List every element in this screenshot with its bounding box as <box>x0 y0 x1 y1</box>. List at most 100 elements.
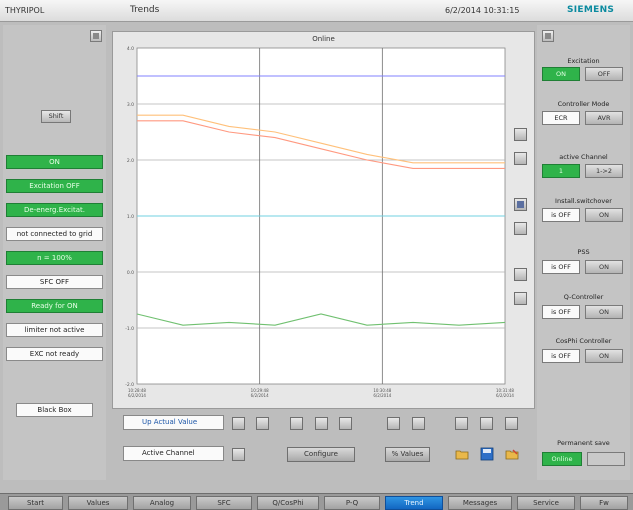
page-title: Trends <box>130 5 160 15</box>
black-box-button[interactable]: Black Box <box>16 403 93 417</box>
status-ready: Ready for ON <box>6 299 103 313</box>
nav-start[interactable]: Start <box>8 496 63 510</box>
nav-messages[interactable]: Messages <box>448 496 512 510</box>
status-on: ON <box>6 155 103 169</box>
zoom-y-icon[interactable] <box>315 417 328 430</box>
controller-mode-value: ECR <box>542 111 580 125</box>
active-channel-button[interactable]: 1->2 <box>585 164 623 178</box>
title-bar: THYRIPOL Trends 6/2/2014 10:31:15 SIEMEN… <box>0 0 633 22</box>
x-tick-label: 10:31:48 <box>496 388 514 393</box>
excitation-label: Excitation <box>567 57 600 65</box>
shift-button[interactable]: Shift <box>41 110 71 123</box>
dropdown-icon-1[interactable] <box>232 417 245 430</box>
cosphi-label: CosPhi Controller <box>555 337 612 345</box>
controller-mode-label: Controller Mode <box>557 100 610 108</box>
series-line-2 <box>137 114 505 164</box>
permanent-save-button[interactable] <box>587 452 625 466</box>
chart-tool-button-2[interactable] <box>514 152 527 165</box>
bottom-navigation: Start Values Analog SFC Q/CosPhi P-Q Tre… <box>0 493 633 510</box>
cosphi-button[interactable]: ON <box>585 349 623 363</box>
excitation-on-button[interactable]: ON <box>542 67 580 81</box>
chart-tool-button-1[interactable] <box>514 128 527 141</box>
pss-value: is OFF <box>542 260 580 274</box>
nav-p-q[interactable]: P-Q <box>324 496 380 510</box>
nav-sfc[interactable]: SFC <box>196 496 252 510</box>
pen-color-icon[interactable] <box>256 417 269 430</box>
status-sfc: SFC OFF <box>6 275 103 289</box>
folder-open-icon[interactable] <box>455 447 469 461</box>
chart-tool-button-4[interactable] <box>514 222 527 235</box>
y-tick-label: 0.0 <box>127 270 134 276</box>
cosphi-value: is OFF <box>542 349 580 363</box>
trend-signal-select-1[interactable]: Up Actual Value <box>123 415 224 430</box>
status-exc: EXC not ready <box>6 347 103 361</box>
trend-chart: Online 4.0 3.0 2.0 1.0 0.0 -1.0 -2.0 10:28:48 6/… <box>112 31 535 409</box>
switchover-label: Install.switchover <box>555 197 612 205</box>
status-deenergize: De-energ.Excitat. <box>6 203 103 217</box>
nav-analog[interactable]: Analog <box>133 496 191 510</box>
status-grid: not connected to grid <box>6 227 103 241</box>
nav-fw[interactable]: Fw <box>580 496 628 510</box>
q-controller-value: is OFF <box>542 305 580 319</box>
trend-signal-select-2[interactable]: Active Channel <box>123 446 224 461</box>
pss-label: PSS <box>577 248 590 256</box>
series-line-5 <box>136 313 506 326</box>
y-tick-label: -2.0 <box>125 382 134 388</box>
x-tick-label: 6/2/2014 <box>496 393 514 398</box>
siemens-logo: SIEMENS <box>567 5 615 15</box>
scroll-right-icon[interactable] <box>412 417 425 430</box>
excitation-off-button[interactable]: OFF <box>585 67 623 81</box>
save-icon[interactable] <box>480 447 494 461</box>
q-controller-label: Q-Controller <box>563 293 604 301</box>
expand-icon[interactable] <box>542 30 554 42</box>
zoom-x-icon[interactable] <box>290 417 303 430</box>
left-status-panel: Shift ON Excitation OFF De-energ.Excitat… <box>3 25 106 480</box>
status-limiter: limiter not active <box>6 323 103 337</box>
app-name: THYRIPOL <box>5 6 45 15</box>
datetime-readout: 6/2/2014 10:31:15 <box>445 6 520 15</box>
zoom-area-icon[interactable] <box>339 417 352 430</box>
x-tick-label: 6/2/2014 <box>373 393 391 398</box>
dropdown-icon-2[interactable] <box>232 448 245 461</box>
active-channel-label: active Channel <box>559 153 608 161</box>
y-tick-label: 3.0 <box>127 102 134 108</box>
nav-trend[interactable]: Trend <box>385 496 443 510</box>
permanent-save-label: Permanent save <box>557 439 610 447</box>
y-tick-label: 1.0 <box>127 214 134 220</box>
switchover-button[interactable]: ON <box>585 208 623 222</box>
x-tick-label: 10:28:48 <box>128 388 146 393</box>
pss-button[interactable]: ON <box>585 260 623 274</box>
y-tick-label: -1.0 <box>125 326 134 332</box>
x-tick-label: 10:29:48 <box>251 388 269 393</box>
switchover-value: is OFF <box>542 208 580 222</box>
export-icon[interactable] <box>505 447 519 461</box>
x-tick-label: 10:30:48 <box>373 388 391 393</box>
values-button[interactable]: % Values <box>385 447 430 462</box>
chart-tool-button-5[interactable] <box>514 268 527 281</box>
controller-mode-button[interactable]: AVR <box>585 111 623 125</box>
chart-title: Online <box>312 35 335 43</box>
series-line-3 <box>137 120 505 169</box>
chart-tool-button-6[interactable] <box>514 292 527 305</box>
y-tick-label: 4.0 <box>127 46 134 52</box>
toolbar-button-c[interactable] <box>505 417 518 430</box>
right-control-panel: Excitation ON OFF Controller Mode ECR AV… <box>537 25 630 480</box>
configure-button[interactable]: Configure <box>287 447 355 462</box>
permanent-save-value: Online <box>542 452 582 466</box>
toolbar-button-b[interactable] <box>480 417 493 430</box>
scroll-left-icon[interactable] <box>387 417 400 430</box>
nav-values[interactable]: Values <box>68 496 128 510</box>
status-speed: n = 100% <box>6 251 103 265</box>
q-controller-button[interactable]: ON <box>585 305 623 319</box>
toolbar-button-a[interactable] <box>455 417 468 430</box>
x-tick-label: 6/2/2014 <box>251 393 269 398</box>
chart-plot: 4.03.02.01.00.0-1.0-2.010:28:486/2/20141… <box>125 46 514 398</box>
nav-service[interactable]: Service <box>517 496 575 510</box>
y-tick-label: 2.0 <box>127 158 134 164</box>
chart-tool-button-3[interactable] <box>514 198 527 211</box>
nav-q-cosphi[interactable]: Q/CosPhi <box>257 496 319 510</box>
active-channel-value: 1 <box>542 164 580 178</box>
x-tick-label: 6/2/2014 <box>128 393 146 398</box>
status-excitation: Excitation OFF <box>6 179 103 193</box>
collapse-icon[interactable] <box>90 30 102 42</box>
